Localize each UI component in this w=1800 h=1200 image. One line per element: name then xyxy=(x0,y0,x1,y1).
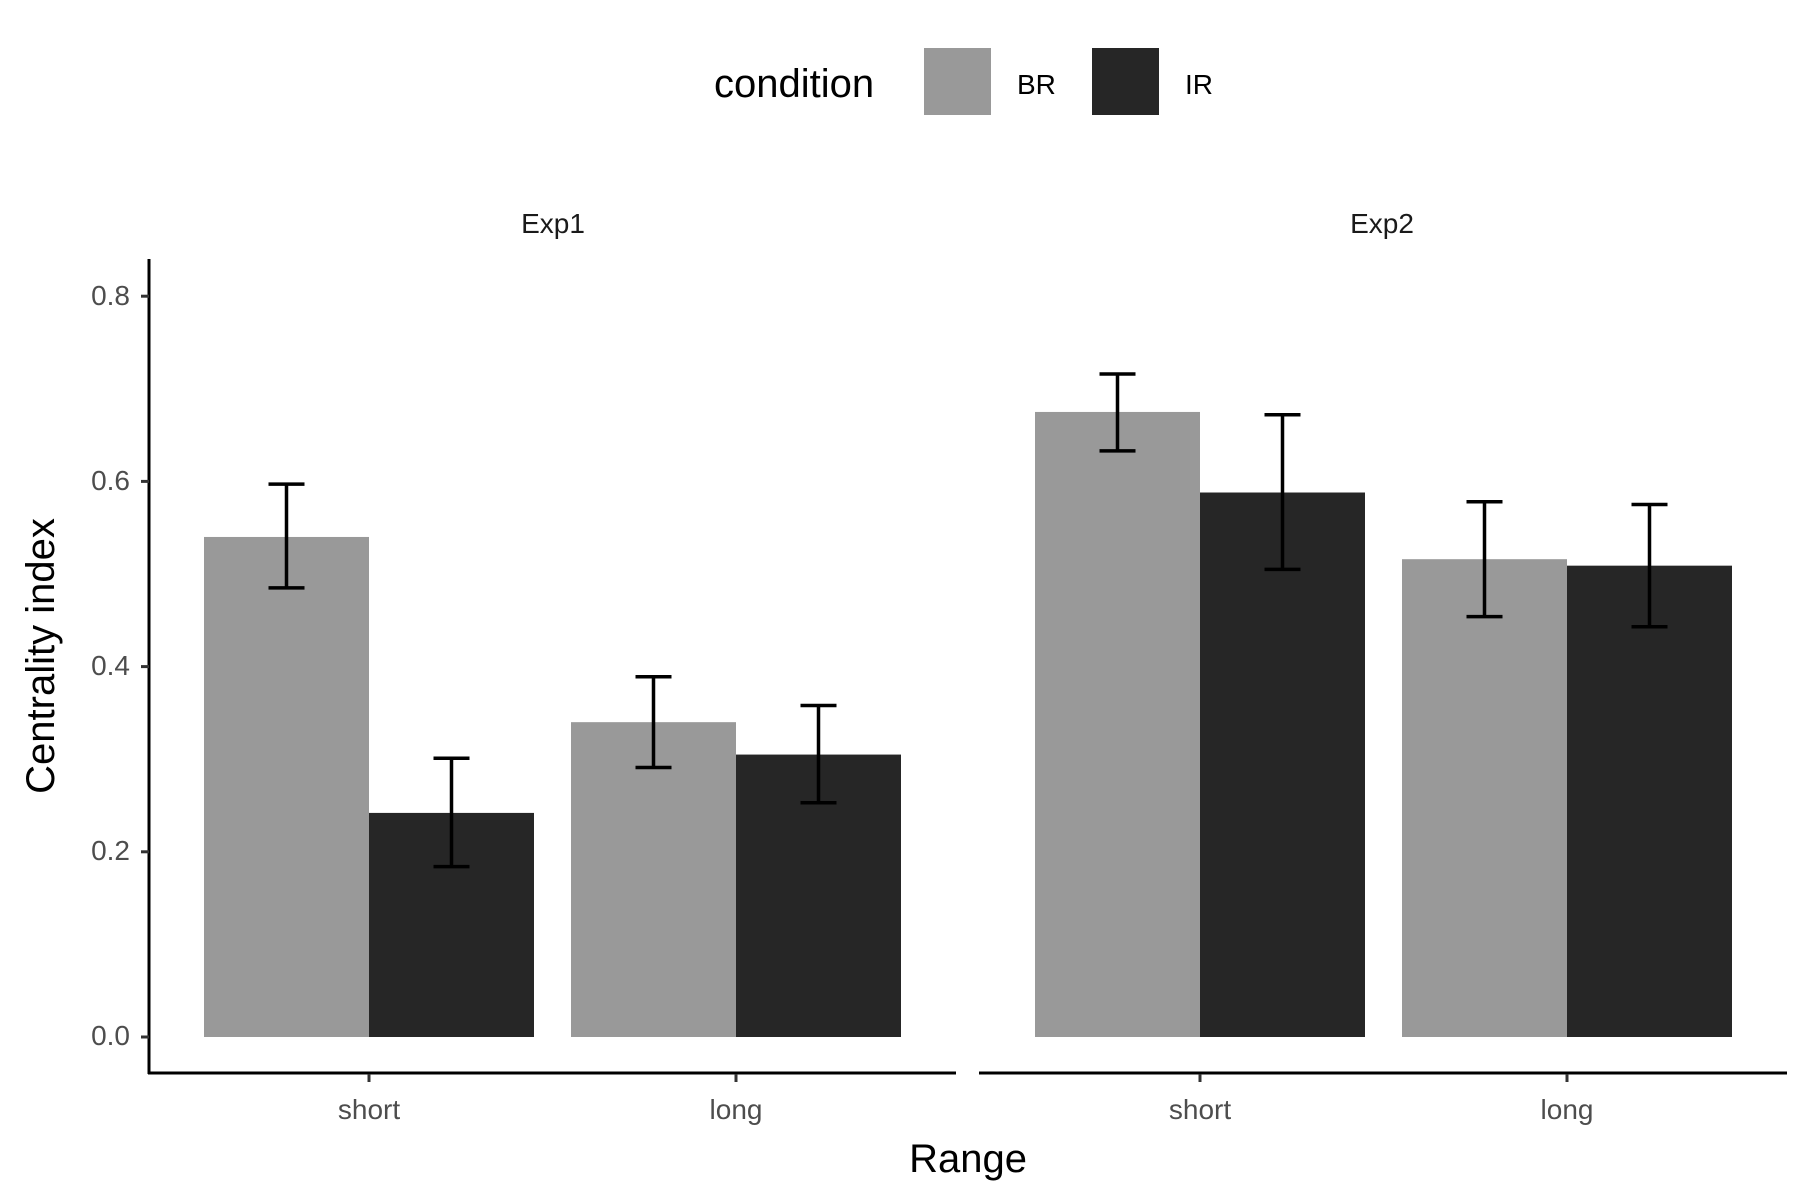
y-tick-label: 0.8 xyxy=(91,280,130,311)
y-axis-title: Centrality index xyxy=(19,518,63,794)
error-bar-ir-exp1-long xyxy=(800,703,837,805)
bar-br-exp2-short xyxy=(1035,411,1200,1037)
error-bar-br-exp1-short xyxy=(268,482,305,590)
facet-label-exp1: Exp1 xyxy=(521,208,585,239)
facet-label-exp2: Exp2 xyxy=(1350,208,1414,239)
bar-ir-exp2-short xyxy=(1200,492,1365,1038)
error-bar-br-exp2-short xyxy=(1099,372,1136,453)
x-tick-label-short-exp1: short xyxy=(338,1094,400,1125)
error-bar-br-exp2-long xyxy=(1466,500,1503,619)
legend: condition BR IR xyxy=(714,48,1213,115)
y-axis: 0.0 0.2 0.4 0.6 0.8 xyxy=(91,259,151,1074)
x-tick-label-long-exp2: long xyxy=(1541,1094,1594,1125)
bar-br-exp1-short xyxy=(204,536,369,1037)
y-tick-label: 0.0 xyxy=(91,1020,130,1051)
error-bar-br-exp1-long xyxy=(635,675,672,770)
error-bar-ir-exp2-short xyxy=(1264,412,1301,572)
bar-br-exp1-long xyxy=(571,722,736,1037)
y-tick-label: 0.4 xyxy=(91,650,130,681)
bar-ir-exp2-long xyxy=(1567,565,1732,1037)
legend-key-ir xyxy=(1092,48,1159,115)
error-bar-ir-exp2-long xyxy=(1631,502,1668,629)
x-tick-label-short-exp2: short xyxy=(1169,1094,1231,1125)
legend-key-br xyxy=(924,48,991,115)
legend-label-ir: IR xyxy=(1185,69,1213,100)
x-axis-title: Range xyxy=(909,1137,1027,1181)
legend-title: condition xyxy=(714,62,874,106)
plot-marks xyxy=(204,372,1732,1038)
error-bar-ir-exp1-short xyxy=(433,756,470,869)
x-tick-label-long-exp1: long xyxy=(710,1094,763,1125)
legend-label-br: BR xyxy=(1017,69,1056,100)
bar-br-exp2-long xyxy=(1402,559,1567,1037)
y-tick-label: 0.6 xyxy=(91,465,130,496)
y-tick-label: 0.2 xyxy=(91,835,130,866)
